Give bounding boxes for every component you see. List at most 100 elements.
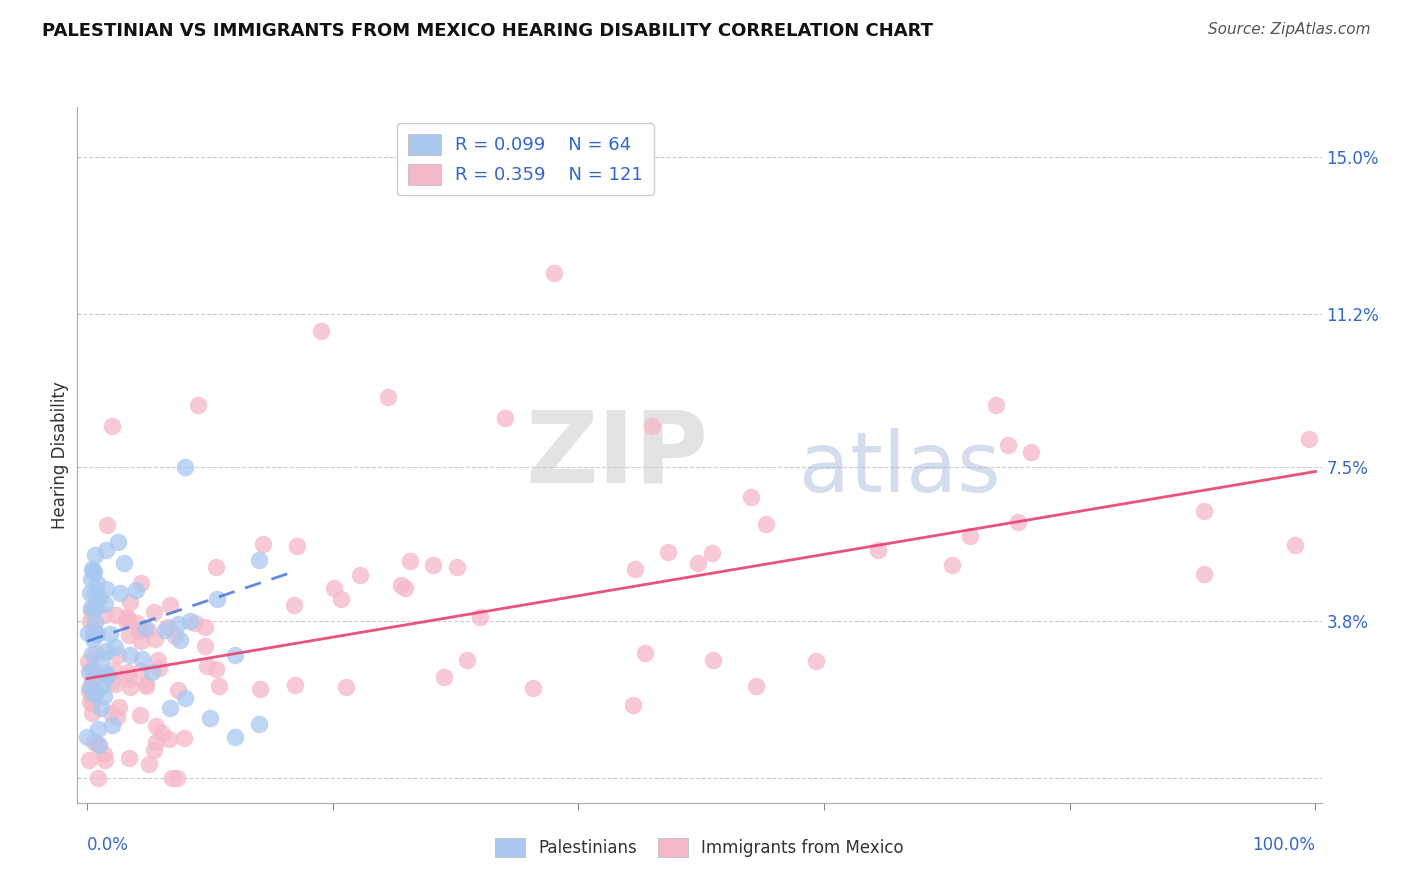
Point <box>446 560 468 574</box>
Point <box>118 595 141 609</box>
Point <box>87 771 110 785</box>
Text: PALESTINIAN VS IMMIGRANTS FROM MEXICO HEARING DISABILITY CORRELATION CHART: PALESTINIAN VS IMMIGRANTS FROM MEXICO HE… <box>42 22 934 40</box>
Point <box>80 662 103 676</box>
Point <box>91 651 114 665</box>
Point <box>79 688 101 702</box>
Point <box>138 756 160 771</box>
Point <box>86 575 108 590</box>
Point <box>82 648 104 662</box>
Text: Source: ZipAtlas.com: Source: ZipAtlas.com <box>1208 22 1371 37</box>
Point <box>84 601 107 615</box>
Point <box>456 653 478 667</box>
Point <box>82 624 104 638</box>
Point <box>157 620 180 634</box>
Point <box>142 742 165 756</box>
Point <box>129 664 152 678</box>
Point <box>1194 566 1216 581</box>
Point <box>83 627 105 641</box>
Point <box>249 681 271 696</box>
Point <box>997 438 1019 452</box>
Point <box>399 554 422 568</box>
Point <box>83 734 105 748</box>
Point <box>82 632 104 647</box>
Point <box>90 700 112 714</box>
Text: atlas: atlas <box>799 428 1001 509</box>
Point <box>86 627 108 641</box>
Point <box>1298 432 1320 446</box>
Point <box>247 553 270 567</box>
Point <box>1284 538 1306 552</box>
Point <box>96 518 118 533</box>
Point <box>634 646 657 660</box>
Point <box>866 543 889 558</box>
Point <box>82 697 104 711</box>
Point <box>183 615 205 630</box>
Point <box>150 725 173 739</box>
Point <box>120 681 142 695</box>
Point <box>1194 503 1216 517</box>
Point <box>700 546 723 560</box>
Point <box>84 548 107 562</box>
Point <box>174 460 197 475</box>
Point <box>624 562 647 576</box>
Point <box>107 535 129 549</box>
Point <box>959 528 981 542</box>
Point <box>80 706 103 720</box>
Point <box>82 561 104 575</box>
Point <box>112 556 135 570</box>
Point <box>83 615 105 629</box>
Point <box>87 591 110 606</box>
Point <box>128 624 150 638</box>
Point <box>90 679 112 693</box>
Text: 0.0%: 0.0% <box>87 836 129 854</box>
Point <box>136 623 159 637</box>
Point <box>76 730 98 744</box>
Point <box>145 632 167 647</box>
Point <box>118 648 141 662</box>
Point <box>420 158 443 172</box>
Point <box>89 738 111 752</box>
Point <box>745 679 768 693</box>
Point <box>94 753 117 767</box>
Point <box>82 687 104 701</box>
Y-axis label: Hearing Disability: Hearing Disability <box>51 381 69 529</box>
Point <box>283 599 305 613</box>
Point <box>131 652 153 666</box>
Point <box>118 628 141 642</box>
Point <box>377 390 399 404</box>
Legend: Palestinians, Immigrants from Mexico: Palestinians, Immigrants from Mexico <box>489 831 910 864</box>
Point <box>96 669 118 683</box>
Point <box>79 695 101 709</box>
Point <box>93 747 115 761</box>
Point <box>104 607 127 622</box>
Point <box>87 739 110 753</box>
Point <box>84 684 107 698</box>
Point <box>129 707 152 722</box>
Point <box>98 627 121 641</box>
Point <box>101 673 124 688</box>
Point <box>349 568 371 582</box>
Text: 100.0%: 100.0% <box>1253 836 1316 854</box>
Point <box>984 398 1007 412</box>
Point <box>1007 515 1029 529</box>
Point <box>82 663 104 677</box>
Point <box>79 586 101 600</box>
Point <box>93 690 115 704</box>
Point <box>157 732 180 747</box>
Point <box>422 558 444 573</box>
Point <box>77 683 100 698</box>
Point <box>688 556 710 570</box>
Point <box>806 654 828 668</box>
Point <box>194 620 217 634</box>
Point <box>621 698 644 713</box>
Point <box>468 610 491 624</box>
Point <box>84 587 107 601</box>
Point <box>702 653 724 667</box>
Point <box>76 654 98 668</box>
Point <box>77 626 100 640</box>
Point <box>165 629 187 643</box>
Point <box>79 680 101 694</box>
Point <box>941 558 963 572</box>
Point <box>107 700 129 714</box>
Point <box>84 684 107 698</box>
